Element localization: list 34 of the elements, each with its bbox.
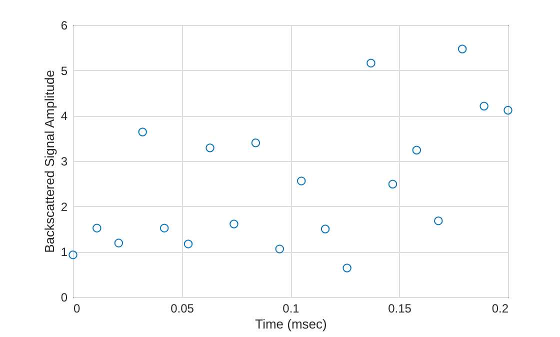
point	[251, 138, 260, 148]
point	[138, 128, 147, 136]
y-tick-label: 6	[60, 18, 68, 32]
point	[114, 238, 124, 248]
y-tick-label: 5	[60, 64, 68, 78]
point	[320, 224, 330, 234]
point	[160, 224, 169, 232]
point	[342, 264, 352, 272]
y-tick-label: 2	[60, 200, 68, 214]
y-tick-label: 4	[60, 109, 68, 124]
x-tick-label: 0.2	[492, 302, 509, 316]
y-tick-label: 3	[60, 154, 68, 168]
x-tick-label: 0	[74, 302, 80, 316]
point	[275, 244, 284, 254]
point	[504, 106, 512, 115]
x-axis-title: Time (msec)	[255, 316, 327, 332]
x-tick-label: 0.1	[282, 302, 300, 316]
point	[230, 220, 238, 228]
point	[434, 216, 443, 226]
point	[297, 176, 306, 186]
x-tick-label: 0.15	[388, 302, 412, 316]
point	[206, 143, 214, 152]
y-tick-label: 1	[60, 245, 68, 260]
point	[68, 250, 78, 260]
point	[184, 240, 193, 248]
point	[458, 44, 467, 54]
point	[366, 58, 376, 68]
point	[92, 224, 102, 232]
point	[388, 180, 398, 188]
point	[480, 102, 488, 111]
y-axis-title: Backscattered Signal Amplitude	[42, 70, 57, 253]
x-tick-label: 0.05	[170, 302, 194, 316]
point	[412, 146, 422, 154]
y-tick-label: 0	[60, 290, 68, 304]
